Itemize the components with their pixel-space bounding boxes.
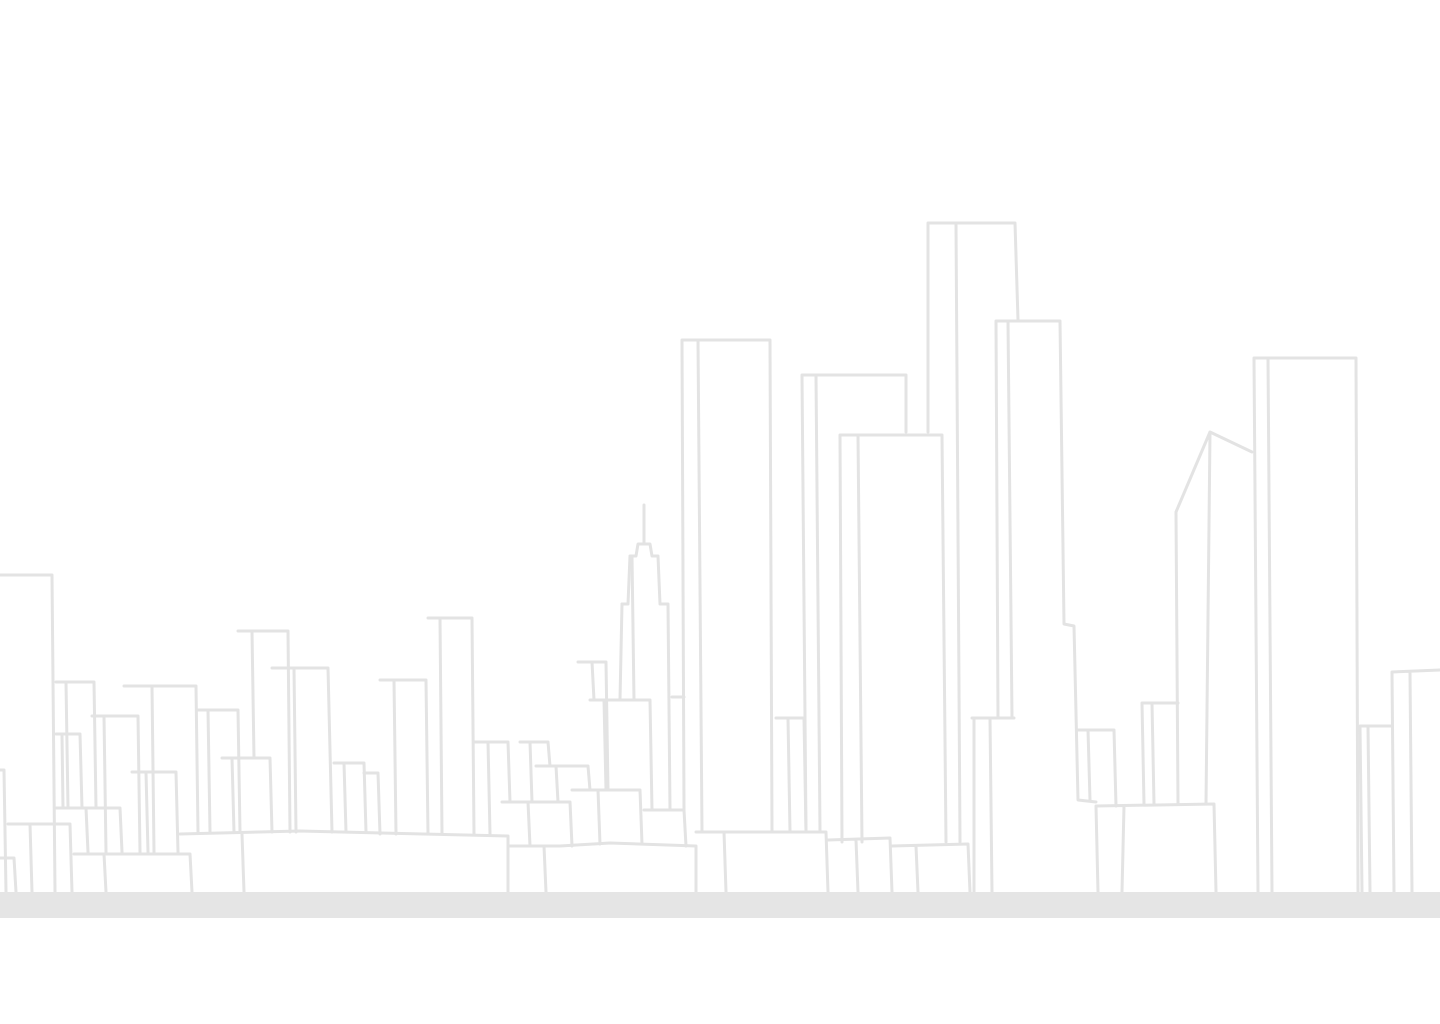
building-outline <box>426 616 476 836</box>
building-outline <box>6 822 74 894</box>
building-outline <box>774 716 808 834</box>
tower-outline <box>994 319 1098 804</box>
building-outline <box>90 714 142 854</box>
building-outline <box>236 629 292 834</box>
spire-outline <box>618 554 636 702</box>
building-outline <box>0 768 8 894</box>
building-outline <box>694 830 830 894</box>
tower-outline <box>838 433 948 844</box>
tower-outline <box>800 373 908 834</box>
building-outline <box>378 678 430 836</box>
tower-outline <box>1174 430 1254 806</box>
building-outline <box>1076 728 1118 808</box>
building-outline <box>534 764 592 804</box>
tower-outline <box>680 338 774 834</box>
tower-outline <box>926 221 1020 844</box>
building-outline <box>970 716 1016 894</box>
building-outline <box>54 680 98 810</box>
building-outline <box>332 761 368 834</box>
ground-strip <box>0 892 1440 918</box>
building-outline <box>826 836 894 894</box>
building-outline <box>890 842 972 894</box>
building-outline <box>1094 802 1218 894</box>
building-outline <box>54 806 124 854</box>
building-outline <box>178 829 510 894</box>
building-outline <box>570 788 644 846</box>
building-outline <box>508 841 698 894</box>
building-outline <box>1358 724 1394 894</box>
building-outline <box>500 800 574 848</box>
building-outline <box>362 771 382 836</box>
building-outline <box>72 852 194 894</box>
building-outline <box>518 740 552 804</box>
building-outline <box>270 666 334 834</box>
building-outline <box>576 660 610 792</box>
building-outline <box>130 770 180 854</box>
building-outline <box>0 856 18 894</box>
building-outline <box>642 808 688 848</box>
building-outline <box>588 698 654 812</box>
building-outline <box>1390 668 1440 894</box>
spire-outline <box>620 542 672 812</box>
building-outline <box>0 573 57 894</box>
building-outline <box>54 732 84 810</box>
tower-outline <box>1252 356 1360 894</box>
building-outline <box>472 740 512 836</box>
building-outline <box>1140 701 1180 806</box>
building-outline <box>122 684 200 854</box>
building-outline <box>220 756 274 834</box>
building-outline <box>196 708 242 834</box>
